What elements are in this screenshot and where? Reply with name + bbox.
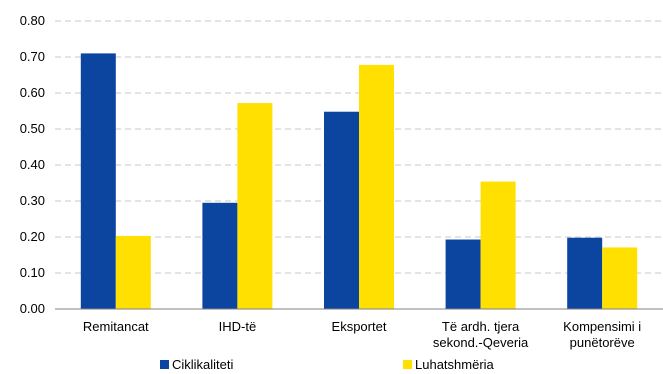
category-label: Të ardh. tjera (442, 319, 520, 334)
legend-swatch (403, 360, 412, 369)
bar-ciklikaliteti-0 (80, 53, 116, 310)
y-tick-label: 0.70 (20, 49, 45, 64)
bar-ciklikaliteti-1 (202, 202, 238, 309)
y-tick-label: 0.50 (20, 121, 45, 136)
bars (80, 53, 638, 310)
y-tick-label: 0.60 (20, 85, 45, 100)
category-label: punëtorëve (570, 335, 635, 350)
category-label: Eksportet (332, 319, 387, 334)
x-axis-categories: Remitancat IHD-të Eksportet Të ardh. tjeras… (83, 319, 641, 350)
bar-ciklikaliteti-2 (324, 111, 359, 309)
y-tick-label: 0.00 (20, 301, 45, 316)
y-tick-label: 0.30 (20, 193, 45, 208)
bar-luhatshm-ria-3 (480, 181, 516, 309)
bar-luhatshm-ria-2 (359, 64, 394, 309)
y-tick-label: 0.40 (20, 157, 45, 172)
y-tick-label: 0.10 (20, 265, 45, 280)
y-axis-ticks: 0.00 0.10 0.20 0.30 0.40 0.50 0.60 0.70 0.80 (20, 13, 45, 316)
legend-label: Ciklikaliteti (172, 357, 234, 372)
category-label: IHD-të (219, 319, 257, 334)
category-label: Remitancat (83, 319, 149, 334)
bar-luhatshm-ria-4 (602, 247, 638, 309)
bar-ciklikaliteti-4 (567, 237, 603, 309)
bar-luhatshm-ria-0 (115, 235, 151, 309)
y-tick-label: 0.20 (20, 229, 45, 244)
legend: Ciklikaliteti Luhatshmëria (160, 357, 495, 372)
legend-swatch (160, 360, 169, 369)
bar-ciklikaliteti-3 (445, 239, 481, 309)
category-label: sekond.-Qeveria (433, 335, 529, 350)
legend-label: Luhatshmëria (415, 357, 495, 372)
bar-luhatshm-ria-1 (237, 103, 273, 309)
y-tick-label: 0.80 (20, 13, 45, 28)
category-label: Kompensimi i (563, 319, 641, 334)
